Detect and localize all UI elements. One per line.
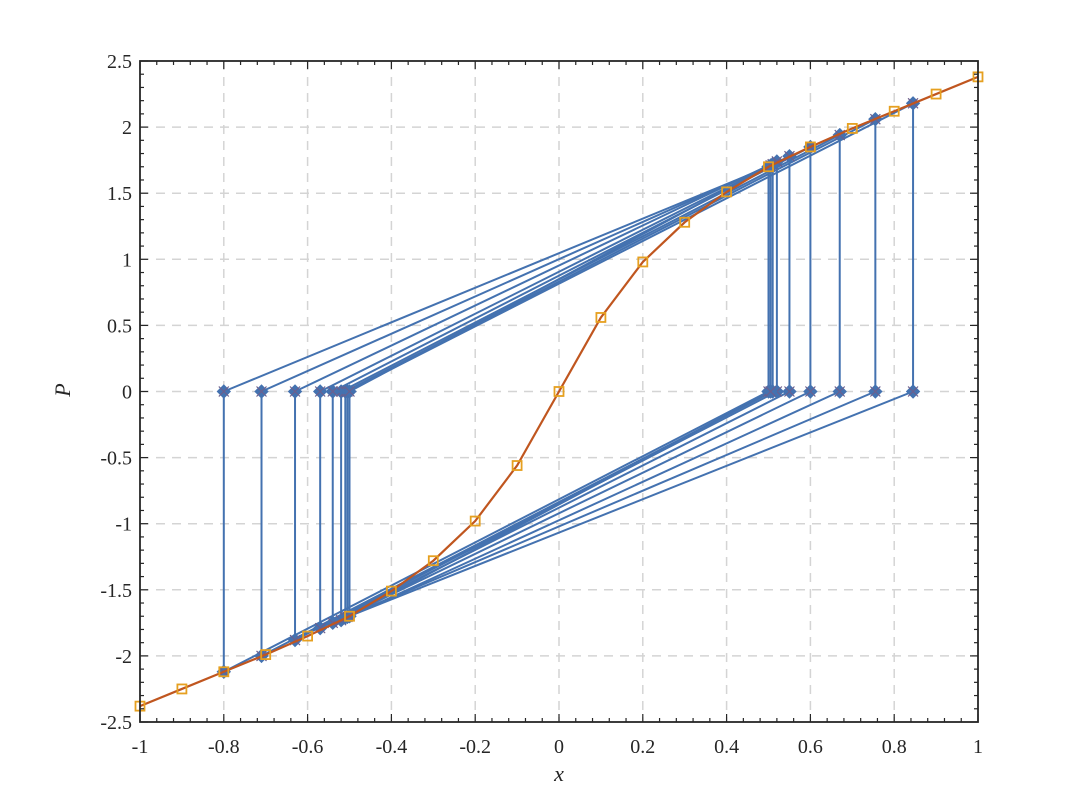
y-tick-label: -2 (115, 646, 132, 668)
x-tick-label: -1 (132, 736, 149, 758)
x-tick-label: -0.2 (459, 736, 491, 758)
blue-diagonal-lower (349, 390, 772, 618)
orange-square-point (679, 216, 691, 228)
blue-point-star (907, 386, 919, 397)
orange-series-layer (134, 71, 984, 712)
axis-layer (139, 60, 979, 723)
blue-diagonal-lower (332, 390, 811, 624)
orange-square-point (763, 161, 774, 173)
blue-point-star (256, 386, 267, 397)
blue-point-star (218, 386, 230, 397)
orange-square-point (344, 610, 355, 622)
orange-square-point (218, 666, 230, 678)
x-tick-label: 0.8 (882, 736, 907, 758)
blue-diagonal-upper (319, 155, 790, 393)
blue-diagonal-upper (223, 165, 769, 393)
y-tick-label: -0.5 (100, 448, 132, 470)
blue-point-star (834, 386, 846, 397)
orange-square-point (846, 123, 858, 134)
orange-square-point (511, 460, 523, 471)
x-tick-label: 1 (973, 736, 983, 758)
orange-series-line (139, 75, 979, 708)
x-tick-label: -0.6 (292, 736, 324, 758)
orange-square-point (302, 630, 314, 642)
plot-frame (139, 60, 979, 723)
orange-square-point (385, 585, 397, 597)
blue-point-star (869, 386, 881, 397)
blue-point-star (804, 386, 816, 397)
y-tick-label: -2.5 (100, 712, 132, 734)
orange-square-point (637, 256, 649, 268)
blue-diagonal-upper (346, 102, 914, 393)
blue-point-star (344, 386, 355, 397)
orange-square-point (260, 649, 272, 660)
blue-point-star (327, 386, 339, 397)
y-tick-label: 1 (122, 249, 132, 271)
orange-square-point (553, 386, 565, 397)
blue-diagonal-lower (340, 390, 841, 622)
orange-square-point (930, 88, 942, 100)
y-tick-label: 1.5 (107, 183, 132, 205)
blue-diagonal-upper (294, 160, 778, 393)
x-tick-label: 0.6 (798, 736, 823, 758)
orange-square-point (805, 141, 816, 153)
orange-square-point (721, 186, 732, 198)
blue-diagonal-lower (319, 390, 790, 630)
blue-diagonal-lower (223, 390, 769, 673)
blue-diagonal-upper (349, 164, 772, 393)
x-tick-label: 0 (554, 736, 564, 758)
orange-square-point (595, 312, 607, 323)
blue-point-star (314, 386, 326, 397)
orange-square-point (469, 515, 481, 527)
y-tick-label: -1 (115, 514, 132, 536)
blue-diagonal-lower (347, 390, 914, 618)
x-axis-label: x (553, 761, 564, 786)
orange-square-point (176, 683, 188, 695)
y-tick-label: 2.5 (107, 51, 132, 73)
blue-diagonal-lower (344, 390, 876, 619)
blue-point-star (784, 386, 795, 397)
x-tick-label: 0.2 (630, 736, 655, 758)
blue-point-star (289, 386, 301, 397)
y-tick-label: -1.5 (100, 580, 132, 602)
blue-diagonal-upper (261, 163, 774, 393)
y-tick-label: 2 (122, 117, 132, 139)
y-tick-label: 0.5 (107, 315, 132, 337)
blue-point-star (765, 386, 777, 397)
x-tick-label: -0.8 (208, 736, 240, 758)
x-tick-label: -0.4 (376, 736, 408, 758)
x-tick-label: 0.4 (714, 736, 739, 758)
tick-label-layer: -1 -0.8 -0.6 -0.4 -0.2 0 0.2 0.4 0.6 0.8 1 2.5 2 1.5 1… (100, 51, 983, 758)
y-tick-label: 0 (122, 382, 132, 404)
y-axis-label: P (50, 383, 75, 397)
orange-square-point (888, 105, 900, 117)
orange-square-point (427, 555, 439, 567)
